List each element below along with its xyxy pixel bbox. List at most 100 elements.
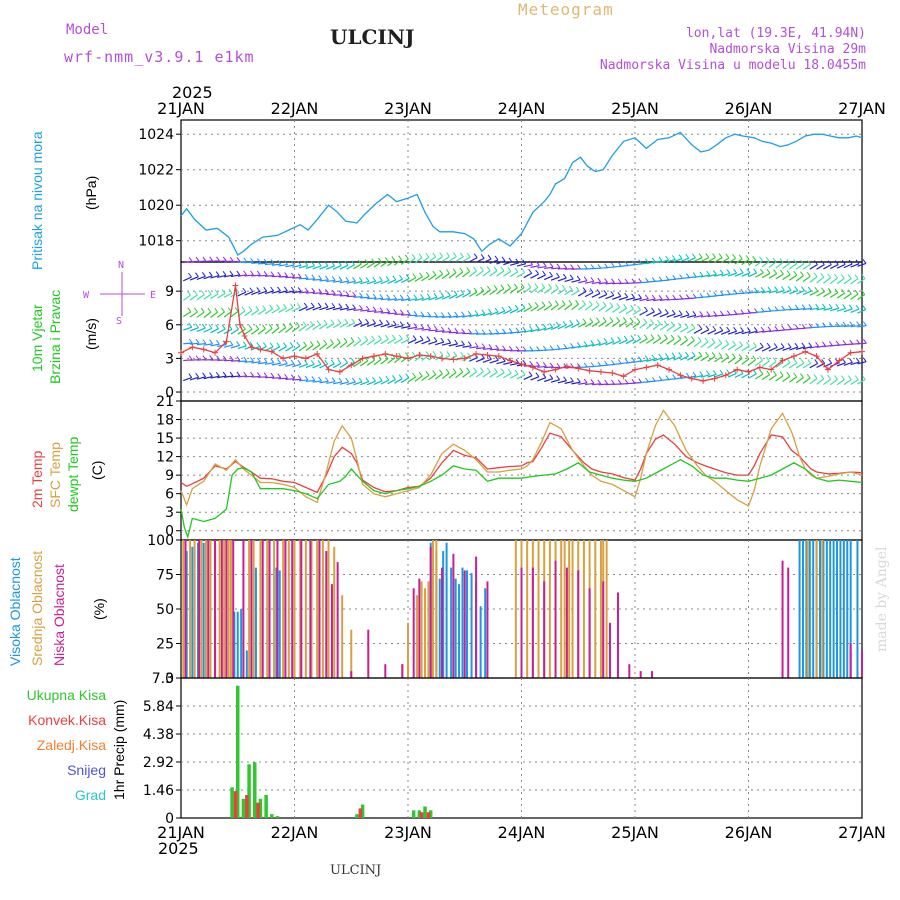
wind-barb-flag <box>330 339 334 344</box>
wind-barb-flag <box>453 351 458 357</box>
wind-barb-flag <box>562 320 567 326</box>
wind-barb-flag <box>672 294 677 300</box>
wind-barb <box>564 303 573 311</box>
wind-barb <box>755 346 764 352</box>
srednja-oblacnost-bar <box>599 540 602 678</box>
wind-barb-flag <box>290 303 294 308</box>
wind-barb-flag <box>296 341 301 347</box>
wind-barb-flag <box>514 304 519 310</box>
srednja-oblacnost-bar <box>594 540 597 678</box>
wind-barb-flag <box>318 376 322 382</box>
wind-barb-flag <box>460 289 465 295</box>
pressure-unit: (hPa) <box>83 176 99 210</box>
wind-barb-flag <box>856 339 861 344</box>
wind-barb-flag <box>644 294 649 300</box>
wind-barb-flag <box>337 359 342 364</box>
wind-barb-flag <box>595 300 600 306</box>
wind-barb-flag <box>719 310 724 316</box>
wind-barb <box>795 376 804 384</box>
wind-barb <box>217 274 227 279</box>
wind-barb <box>489 288 498 296</box>
wind-barb-flag <box>466 367 471 373</box>
wind-barb-flag <box>536 261 540 267</box>
wind-speed-point <box>416 352 423 359</box>
wind-barb <box>421 315 431 318</box>
wind-barb-flag <box>570 343 574 348</box>
wind-barb <box>332 265 342 270</box>
cloud-ylabel-low: Niska Oblacnost <box>51 564 67 666</box>
bottom-time-label: 21JAN <box>157 823 205 842</box>
wind-barb <box>707 373 717 378</box>
niska-oblacnost-bar <box>250 540 253 678</box>
visoka-oblacnost-bar <box>202 542 205 678</box>
niska-oblacnost-bar <box>577 570 580 678</box>
wind-barb <box>646 358 656 362</box>
wind-barb-flag <box>719 326 724 332</box>
wind-barb-flag <box>467 310 472 316</box>
wind-barb-flag <box>692 371 697 377</box>
wind-barb <box>482 270 491 277</box>
wind-barb <box>428 296 438 301</box>
wind-barb-flag <box>309 340 314 346</box>
wind-barb-flag <box>365 377 370 382</box>
wind-barb <box>380 260 389 267</box>
wind-barb <box>285 345 294 352</box>
wind-barb-flag <box>752 255 757 261</box>
wind-barb <box>387 324 397 328</box>
wind-barb-flag <box>310 360 315 365</box>
wind-barb-flag <box>508 305 512 311</box>
wind-barb-flag <box>679 274 683 279</box>
wind-barb-flag <box>657 319 661 325</box>
wind-barb-flag <box>718 352 723 357</box>
wind-barb <box>754 359 763 367</box>
wind-barb-flag <box>616 303 621 308</box>
wind-barb <box>339 307 349 311</box>
wind-speed-point <box>237 321 244 328</box>
wind-barb-flag <box>733 309 738 315</box>
wind-barb-flag <box>604 360 609 366</box>
wind-barb-flag <box>236 356 241 361</box>
wind-barb-flag <box>270 271 275 276</box>
model-altitude-label: Nadmorska Visina u modelu 18.0455m <box>600 58 866 73</box>
wind-barb-flag <box>412 372 416 378</box>
wind-barb <box>795 275 804 282</box>
visoka-oblacnost-bar <box>805 540 808 678</box>
ukupna-kisa-bar <box>428 810 433 818</box>
wind-barb-flag <box>834 375 838 380</box>
wind-barb <box>789 289 799 295</box>
wind-barb <box>312 380 322 383</box>
wind-barb <box>203 311 212 318</box>
wind-barb <box>394 278 403 284</box>
wind-barb-flag <box>549 322 554 328</box>
wind-speed-point <box>768 366 775 373</box>
wind-speed-point <box>836 357 843 364</box>
wind-barb-flag <box>609 302 614 307</box>
wind-barb <box>291 345 301 352</box>
wind-barb-flag <box>479 266 484 272</box>
wind-barb-flag <box>343 337 348 343</box>
wind-barb-flag <box>439 269 444 275</box>
wind-barb-flag <box>229 371 234 377</box>
srednja-oblacnost-bar <box>571 540 574 678</box>
wind-barb-flag <box>521 303 526 309</box>
wind-barb <box>271 346 281 352</box>
wind-speed-point <box>824 366 831 373</box>
wind-barb <box>578 280 588 284</box>
wind-barb <box>373 380 383 386</box>
wind-barb-flag <box>712 369 717 375</box>
wind-barb <box>292 290 302 294</box>
wind-barb <box>203 327 213 333</box>
wind-barb-flag <box>425 371 430 376</box>
wind-barb <box>673 326 682 333</box>
y-tick-label: 5.84 <box>143 699 174 715</box>
wind-barb <box>359 339 369 346</box>
wind-barb-flag <box>515 327 520 333</box>
wind-barb <box>625 297 635 301</box>
wind-barb-flag <box>799 373 804 378</box>
wind-barb <box>782 274 791 281</box>
srednja-oblacnost-bar <box>266 540 269 678</box>
wind-barb-flag <box>773 370 777 376</box>
wind-barb-flag <box>645 258 649 264</box>
wind-barb <box>462 292 471 298</box>
wind-barb <box>523 306 532 313</box>
